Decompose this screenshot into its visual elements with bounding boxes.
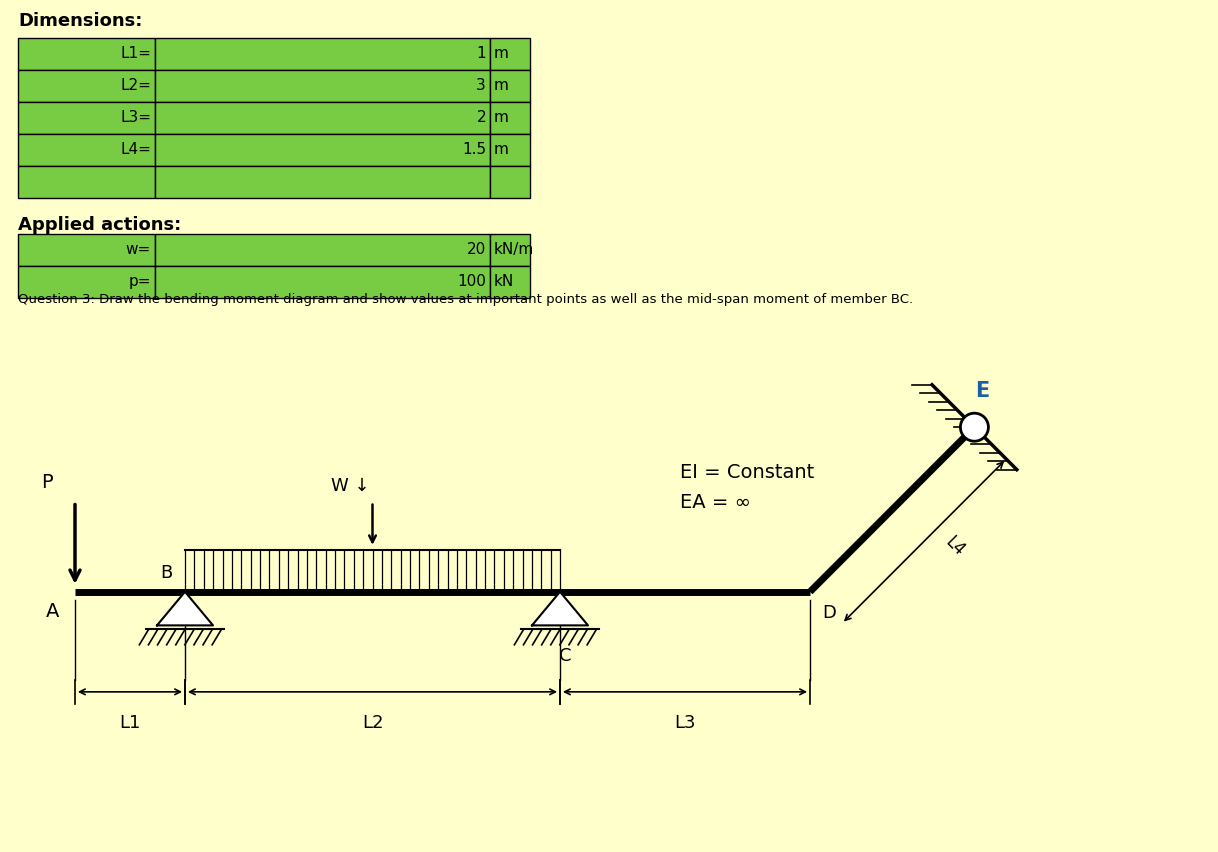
Text: B: B: [161, 564, 173, 582]
Bar: [155, 166, 490, 198]
Text: m: m: [495, 46, 509, 61]
Text: w=: w=: [125, 242, 151, 257]
Text: L2: L2: [362, 714, 384, 732]
Text: m: m: [495, 78, 509, 94]
Text: EI = Constant: EI = Constant: [680, 463, 815, 481]
Bar: [18, 70, 155, 102]
Bar: [490, 166, 530, 198]
Bar: [490, 233, 530, 266]
Bar: [490, 266, 530, 297]
Bar: [18, 266, 155, 297]
Bar: [155, 70, 490, 102]
Text: D: D: [822, 604, 836, 622]
Bar: [155, 134, 490, 166]
Bar: [155, 233, 490, 266]
Bar: [155, 38, 490, 70]
Text: kN/m: kN/m: [495, 242, 535, 257]
Bar: [155, 266, 490, 297]
Bar: [18, 166, 155, 198]
Polygon shape: [157, 592, 213, 625]
Bar: [155, 102, 490, 134]
Text: L1: L1: [119, 714, 141, 732]
Text: E: E: [976, 381, 989, 401]
Text: 1: 1: [476, 46, 486, 61]
Text: L1=: L1=: [121, 46, 151, 61]
Text: kN: kN: [495, 274, 514, 289]
Circle shape: [961, 413, 988, 441]
Text: L3=: L3=: [121, 110, 151, 125]
Polygon shape: [532, 592, 588, 625]
Text: Applied actions:: Applied actions:: [18, 216, 181, 233]
Text: P: P: [41, 473, 52, 492]
Text: 100: 100: [457, 274, 486, 289]
Bar: [18, 102, 155, 134]
Bar: [18, 134, 155, 166]
Text: L2=: L2=: [121, 78, 151, 94]
Text: 20: 20: [466, 242, 486, 257]
Text: L4=: L4=: [121, 142, 151, 158]
Text: C: C: [559, 647, 571, 665]
Text: 1.5: 1.5: [462, 142, 486, 158]
Text: 3: 3: [476, 78, 486, 94]
Bar: [490, 134, 530, 166]
Text: L4: L4: [942, 533, 968, 560]
Text: 2: 2: [476, 110, 486, 125]
Bar: [18, 38, 155, 70]
Text: m: m: [495, 142, 509, 158]
Text: Dimensions:: Dimensions:: [18, 12, 143, 30]
Text: W ↓: W ↓: [331, 476, 370, 495]
Text: p=: p=: [129, 274, 151, 289]
Bar: [490, 70, 530, 102]
Text: EA = ∞: EA = ∞: [680, 492, 750, 512]
Bar: [490, 102, 530, 134]
Text: A: A: [46, 602, 60, 621]
Bar: [18, 233, 155, 266]
Text: L3: L3: [675, 714, 695, 732]
Text: m: m: [495, 110, 509, 125]
Bar: [490, 38, 530, 70]
Text: Question 3: Draw the bending moment diagram and show values at important points : Question 3: Draw the bending moment diag…: [18, 292, 914, 306]
